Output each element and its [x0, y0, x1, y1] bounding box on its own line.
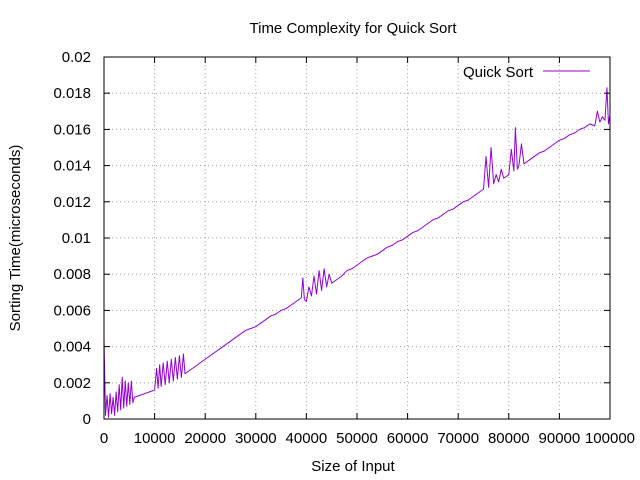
y-tick-label: 0.018	[53, 85, 91, 102]
y-axis-label: Sorting Time(microseconds)	[7, 145, 24, 332]
y-tick-label: 0.006	[53, 302, 91, 319]
x-tick-label: 40000	[286, 430, 328, 447]
y-tick-label: 0.02	[62, 49, 91, 66]
y-tick-label: 0.012	[53, 194, 91, 211]
y-tick-label: 0.014	[53, 158, 91, 175]
x-axis-label: Size of Input	[311, 458, 395, 475]
series-line-quick-sort	[103, 87, 611, 418]
y-tick-label: 0	[83, 411, 91, 428]
y-axis-ticks: 0 0.002 0.004 0.006 0.008 0.01 0.012 0.014 0.016…	[53, 49, 610, 428]
grid-lines	[104, 57, 610, 419]
x-tick-label: 80000	[488, 430, 530, 447]
legend: Quick Sort	[463, 64, 590, 81]
y-tick-label: 0.002	[53, 375, 91, 392]
x-tick-label: 0	[100, 430, 108, 447]
series-layer	[103, 87, 611, 418]
y-tick-label: 0.008	[53, 266, 91, 283]
x-tick-label: 90000	[539, 430, 581, 447]
y-tick-label: 0.016	[53, 121, 91, 138]
x-tick-label: 100000	[585, 430, 635, 447]
x-tick-label: 30000	[235, 430, 277, 447]
y-tick-label: 0.004	[53, 339, 91, 356]
y-tick-label: 0.01	[62, 230, 91, 247]
x-tick-label: 50000	[336, 430, 378, 447]
chart-title: Time Complexity for Quick Sort	[250, 20, 458, 37]
x-tick-label: 70000	[437, 430, 479, 447]
x-axis-ticks: 0 10000 20000 30000 40000 50000 60000 70000 8000…	[100, 57, 635, 447]
x-tick-label: 60000	[387, 430, 429, 447]
legend-label-quick-sort: Quick Sort	[463, 64, 534, 81]
x-tick-label: 20000	[184, 430, 226, 447]
x-tick-label: 10000	[134, 430, 176, 447]
